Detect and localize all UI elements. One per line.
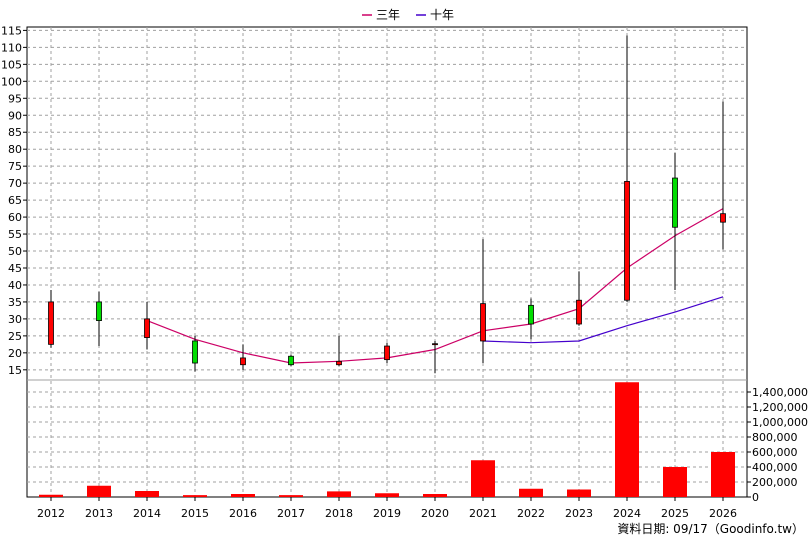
year-tick-label: 2015 bbox=[181, 507, 209, 520]
volume-bar bbox=[663, 467, 687, 497]
candlestick bbox=[720, 101, 726, 250]
volume-bar bbox=[519, 488, 543, 497]
price-tick-label: 15 bbox=[8, 364, 22, 377]
candlestick bbox=[336, 335, 342, 367]
volume-tick-label: 0 bbox=[752, 491, 759, 504]
candlesticks bbox=[48, 35, 726, 374]
price-tick-label: 35 bbox=[8, 296, 22, 309]
volume-tick-label: 400,000 bbox=[752, 461, 798, 474]
candlestick bbox=[384, 342, 390, 364]
candle-body bbox=[96, 301, 102, 322]
year-tick-label: 2012 bbox=[37, 507, 65, 520]
year-tick-label: 2013 bbox=[85, 507, 113, 520]
volume-tick-label: 600,000 bbox=[752, 446, 798, 459]
candlestick bbox=[480, 239, 486, 364]
year-tick-label: 2022 bbox=[517, 507, 545, 520]
price-tick-label: 110 bbox=[1, 41, 22, 54]
candle-body bbox=[48, 301, 54, 345]
year-tick-label: 2024 bbox=[613, 507, 641, 520]
candlestick bbox=[144, 301, 150, 350]
year-tick-label: 2021 bbox=[469, 507, 497, 520]
volume-bar bbox=[423, 494, 447, 497]
volume-tick-label: 1,000,000 bbox=[752, 416, 808, 429]
year-tick-label: 2025 bbox=[661, 507, 689, 520]
volume-bar bbox=[375, 493, 399, 497]
price-tick-label: 20 bbox=[8, 347, 22, 360]
candle-body bbox=[192, 340, 198, 364]
candle-body bbox=[624, 181, 630, 301]
year-tick-label: 2016 bbox=[229, 507, 257, 520]
price-tick-label: 100 bbox=[1, 75, 22, 88]
year-tick-label: 2017 bbox=[277, 507, 305, 520]
year-tick-label: 2026 bbox=[709, 507, 737, 520]
volume-bar bbox=[567, 489, 591, 497]
volume-bars bbox=[39, 382, 735, 497]
price-tick-label: 65 bbox=[8, 194, 22, 207]
ma-line-十年 bbox=[482, 296, 724, 344]
volume-bar bbox=[183, 495, 207, 497]
price-tick-label: 55 bbox=[8, 228, 22, 241]
year-tick-label: 2014 bbox=[133, 507, 161, 520]
candle-body bbox=[144, 318, 150, 338]
year-tick-label: 2018 bbox=[325, 507, 353, 520]
candle-body bbox=[288, 355, 294, 366]
candlestick bbox=[240, 344, 246, 370]
volume-bar bbox=[615, 382, 639, 497]
candlestick bbox=[576, 271, 582, 326]
price-tick-label: 75 bbox=[8, 160, 22, 173]
candle-body bbox=[480, 303, 486, 342]
price-tick-label: 40 bbox=[8, 279, 22, 292]
legend-label: 十年 bbox=[430, 8, 454, 22]
volume-tick-label: 1,200,000 bbox=[752, 401, 808, 414]
price-tick-label: 90 bbox=[8, 109, 22, 122]
candlestick bbox=[624, 35, 630, 302]
data-date-footer: 資料日期: 09/17（Goodinfo.tw） bbox=[617, 522, 804, 536]
price-tick-label: 105 bbox=[1, 58, 22, 71]
volume-tick-label: 200,000 bbox=[752, 476, 798, 489]
candle-body bbox=[336, 360, 342, 366]
volume-tick-label: 800,000 bbox=[752, 431, 798, 444]
candle-body bbox=[576, 299, 582, 325]
volume-bar bbox=[327, 491, 351, 497]
candlestick bbox=[192, 335, 198, 372]
volume-bar bbox=[87, 485, 111, 497]
candlestick bbox=[528, 298, 534, 340]
axes: 1520253035404550556065707580859095100105… bbox=[1, 24, 808, 520]
price-tick-label: 45 bbox=[8, 262, 22, 275]
price-tick-label: 80 bbox=[8, 143, 22, 156]
candle-body bbox=[720, 213, 726, 223]
candle-body bbox=[384, 345, 390, 361]
price-tick-label: 85 bbox=[8, 126, 22, 139]
volume-tick-label: 1,400,000 bbox=[752, 386, 808, 399]
candle-body bbox=[672, 177, 678, 228]
candlestick bbox=[96, 291, 102, 347]
price-tick-label: 60 bbox=[8, 211, 22, 224]
candlestick bbox=[672, 152, 678, 291]
price-tick-label: 50 bbox=[8, 245, 22, 258]
price-tick-label: 70 bbox=[8, 177, 22, 190]
price-tick-label: 25 bbox=[8, 330, 22, 343]
volume-bar bbox=[231, 494, 255, 497]
legend-label: 三年 bbox=[376, 8, 400, 22]
candle-body bbox=[528, 304, 534, 325]
volume-bar bbox=[471, 460, 495, 497]
candlestick bbox=[288, 354, 294, 367]
candle-body bbox=[432, 343, 438, 346]
year-tick-label: 2023 bbox=[565, 507, 593, 520]
volume-bar bbox=[135, 491, 159, 497]
price-tick-label: 115 bbox=[1, 24, 22, 37]
price-tick-label: 95 bbox=[8, 92, 22, 105]
volume-bar bbox=[711, 452, 735, 497]
candlestick bbox=[48, 290, 54, 348]
volume-bar bbox=[39, 494, 63, 497]
legend: 三年 十年 bbox=[362, 8, 454, 22]
year-tick-label: 2019 bbox=[373, 507, 401, 520]
candle-body bbox=[240, 357, 246, 366]
candlestick bbox=[432, 340, 438, 374]
volume-bar bbox=[279, 495, 303, 497]
year-tick-label: 2020 bbox=[421, 507, 449, 520]
price-tick-label: 30 bbox=[8, 313, 22, 326]
